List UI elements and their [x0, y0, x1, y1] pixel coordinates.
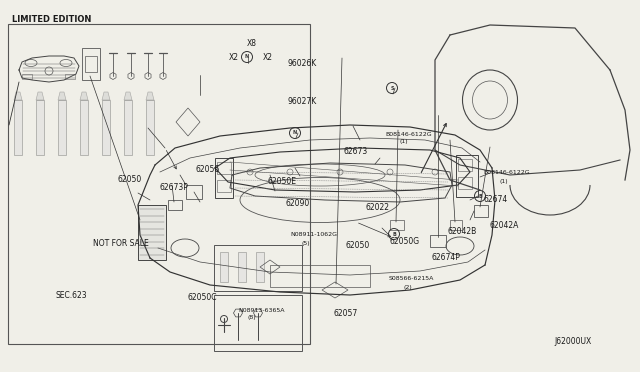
Bar: [217, 162, 231, 174]
Text: N08913-6365A: N08913-6365A: [238, 308, 285, 312]
Text: 96026K: 96026K: [287, 60, 316, 68]
Text: S: S: [390, 86, 394, 90]
Text: 62042A: 62042A: [490, 221, 520, 230]
Text: (2): (2): [403, 285, 412, 289]
Bar: [215, 158, 233, 198]
Text: X2: X2: [263, 54, 273, 62]
Bar: [456, 155, 478, 197]
Text: 62022: 62022: [365, 203, 389, 212]
Text: 62050G: 62050G: [390, 237, 420, 247]
Bar: [65, 74, 75, 79]
Bar: [85, 56, 97, 72]
Bar: [238, 252, 246, 282]
Bar: [220, 252, 228, 282]
Polygon shape: [36, 92, 44, 100]
Text: N: N: [245, 55, 249, 60]
Text: 62050E: 62050E: [267, 176, 296, 186]
Text: 62674: 62674: [483, 195, 508, 203]
Text: 62050: 62050: [118, 174, 142, 183]
Text: B: B: [478, 193, 482, 199]
Polygon shape: [146, 92, 154, 100]
Text: 62050: 62050: [345, 241, 369, 250]
Bar: [80, 100, 88, 155]
Text: 62056: 62056: [196, 166, 220, 174]
Text: SEC.623: SEC.623: [55, 292, 86, 301]
Text: (1): (1): [400, 140, 408, 144]
Bar: [168, 200, 182, 210]
Text: B08146-6122G: B08146-6122G: [385, 131, 431, 137]
Text: NOT FOR SALE: NOT FOR SALE: [93, 240, 148, 248]
Bar: [36, 100, 44, 155]
Text: 62674P: 62674P: [432, 253, 461, 262]
Bar: [270, 265, 370, 287]
Polygon shape: [14, 92, 22, 100]
Bar: [82, 48, 100, 80]
Polygon shape: [102, 92, 110, 100]
Text: (8): (8): [248, 315, 257, 321]
Text: 62673P: 62673P: [160, 183, 189, 192]
Bar: [102, 100, 110, 155]
Bar: [138, 205, 166, 260]
Bar: [458, 177, 472, 189]
Text: N08911-1062G: N08911-1062G: [290, 232, 337, 237]
Text: B08146-6122G: B08146-6122G: [483, 170, 530, 176]
Text: B: B: [392, 231, 396, 237]
Text: (5): (5): [302, 241, 310, 246]
Text: J62000UX: J62000UX: [554, 337, 591, 346]
Text: 96027K: 96027K: [287, 97, 316, 106]
Bar: [14, 100, 22, 155]
Bar: [22, 74, 32, 79]
Text: (1): (1): [499, 179, 508, 183]
Text: X8: X8: [247, 39, 257, 48]
Text: 62042B: 62042B: [447, 228, 476, 237]
Bar: [430, 235, 446, 247]
Polygon shape: [124, 92, 132, 100]
Bar: [8, 24, 310, 344]
Bar: [214, 245, 302, 291]
Bar: [390, 220, 404, 230]
Polygon shape: [80, 92, 88, 100]
Bar: [124, 100, 132, 155]
Bar: [58, 100, 66, 155]
Bar: [450, 220, 462, 230]
Text: 62057: 62057: [334, 310, 358, 318]
Bar: [217, 180, 231, 192]
Bar: [214, 295, 302, 351]
Polygon shape: [58, 92, 66, 100]
Bar: [146, 100, 154, 155]
Bar: [186, 185, 202, 199]
Text: 62090: 62090: [285, 199, 309, 208]
Text: X2: X2: [229, 54, 239, 62]
Bar: [256, 252, 264, 282]
Bar: [474, 205, 488, 217]
Text: S08566-6215A: S08566-6215A: [389, 276, 435, 282]
Text: N: N: [293, 131, 297, 135]
Text: 62673: 62673: [344, 148, 368, 157]
Text: 62050C: 62050C: [188, 292, 218, 301]
Text: LIMITED EDITION: LIMITED EDITION: [12, 16, 92, 25]
Bar: [458, 159, 472, 171]
